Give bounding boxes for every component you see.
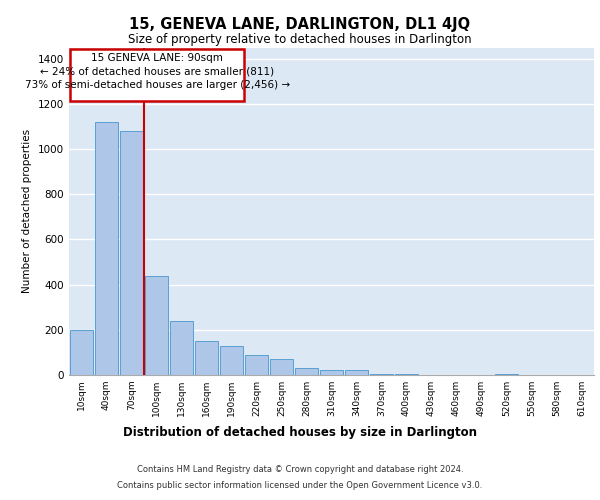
Text: 15, GENEVA LANE, DARLINGTON, DL1 4JQ: 15, GENEVA LANE, DARLINGTON, DL1 4JQ xyxy=(130,18,470,32)
Bar xyxy=(395,374,418,375)
Bar xyxy=(320,370,343,375)
Bar xyxy=(145,276,168,375)
Text: Contains public sector information licensed under the Open Government Licence v3: Contains public sector information licen… xyxy=(118,480,482,490)
Text: Distribution of detached houses by size in Darlington: Distribution of detached houses by size … xyxy=(123,426,477,439)
Bar xyxy=(70,330,93,375)
Text: 73% of semi-detached houses are larger (2,456) →: 73% of semi-detached houses are larger (… xyxy=(25,80,290,90)
Text: Size of property relative to detached houses in Darlington: Size of property relative to detached ho… xyxy=(128,32,472,46)
Bar xyxy=(195,341,218,375)
Y-axis label: Number of detached properties: Number of detached properties xyxy=(22,129,32,294)
Bar xyxy=(345,370,368,375)
Text: ← 24% of detached houses are smaller (811): ← 24% of detached houses are smaller (81… xyxy=(40,66,274,76)
Text: Contains HM Land Registry data © Crown copyright and database right 2024.: Contains HM Land Registry data © Crown c… xyxy=(137,466,463,474)
Bar xyxy=(370,374,393,375)
Bar xyxy=(295,368,318,375)
Bar xyxy=(220,346,243,375)
Bar xyxy=(95,122,118,375)
Bar xyxy=(495,374,518,375)
Bar xyxy=(245,354,268,375)
Text: 15 GENEVA LANE: 90sqm: 15 GENEVA LANE: 90sqm xyxy=(91,53,223,63)
FancyBboxPatch shape xyxy=(70,48,244,100)
Bar xyxy=(120,131,143,375)
Bar xyxy=(170,321,193,375)
Bar xyxy=(270,359,293,375)
